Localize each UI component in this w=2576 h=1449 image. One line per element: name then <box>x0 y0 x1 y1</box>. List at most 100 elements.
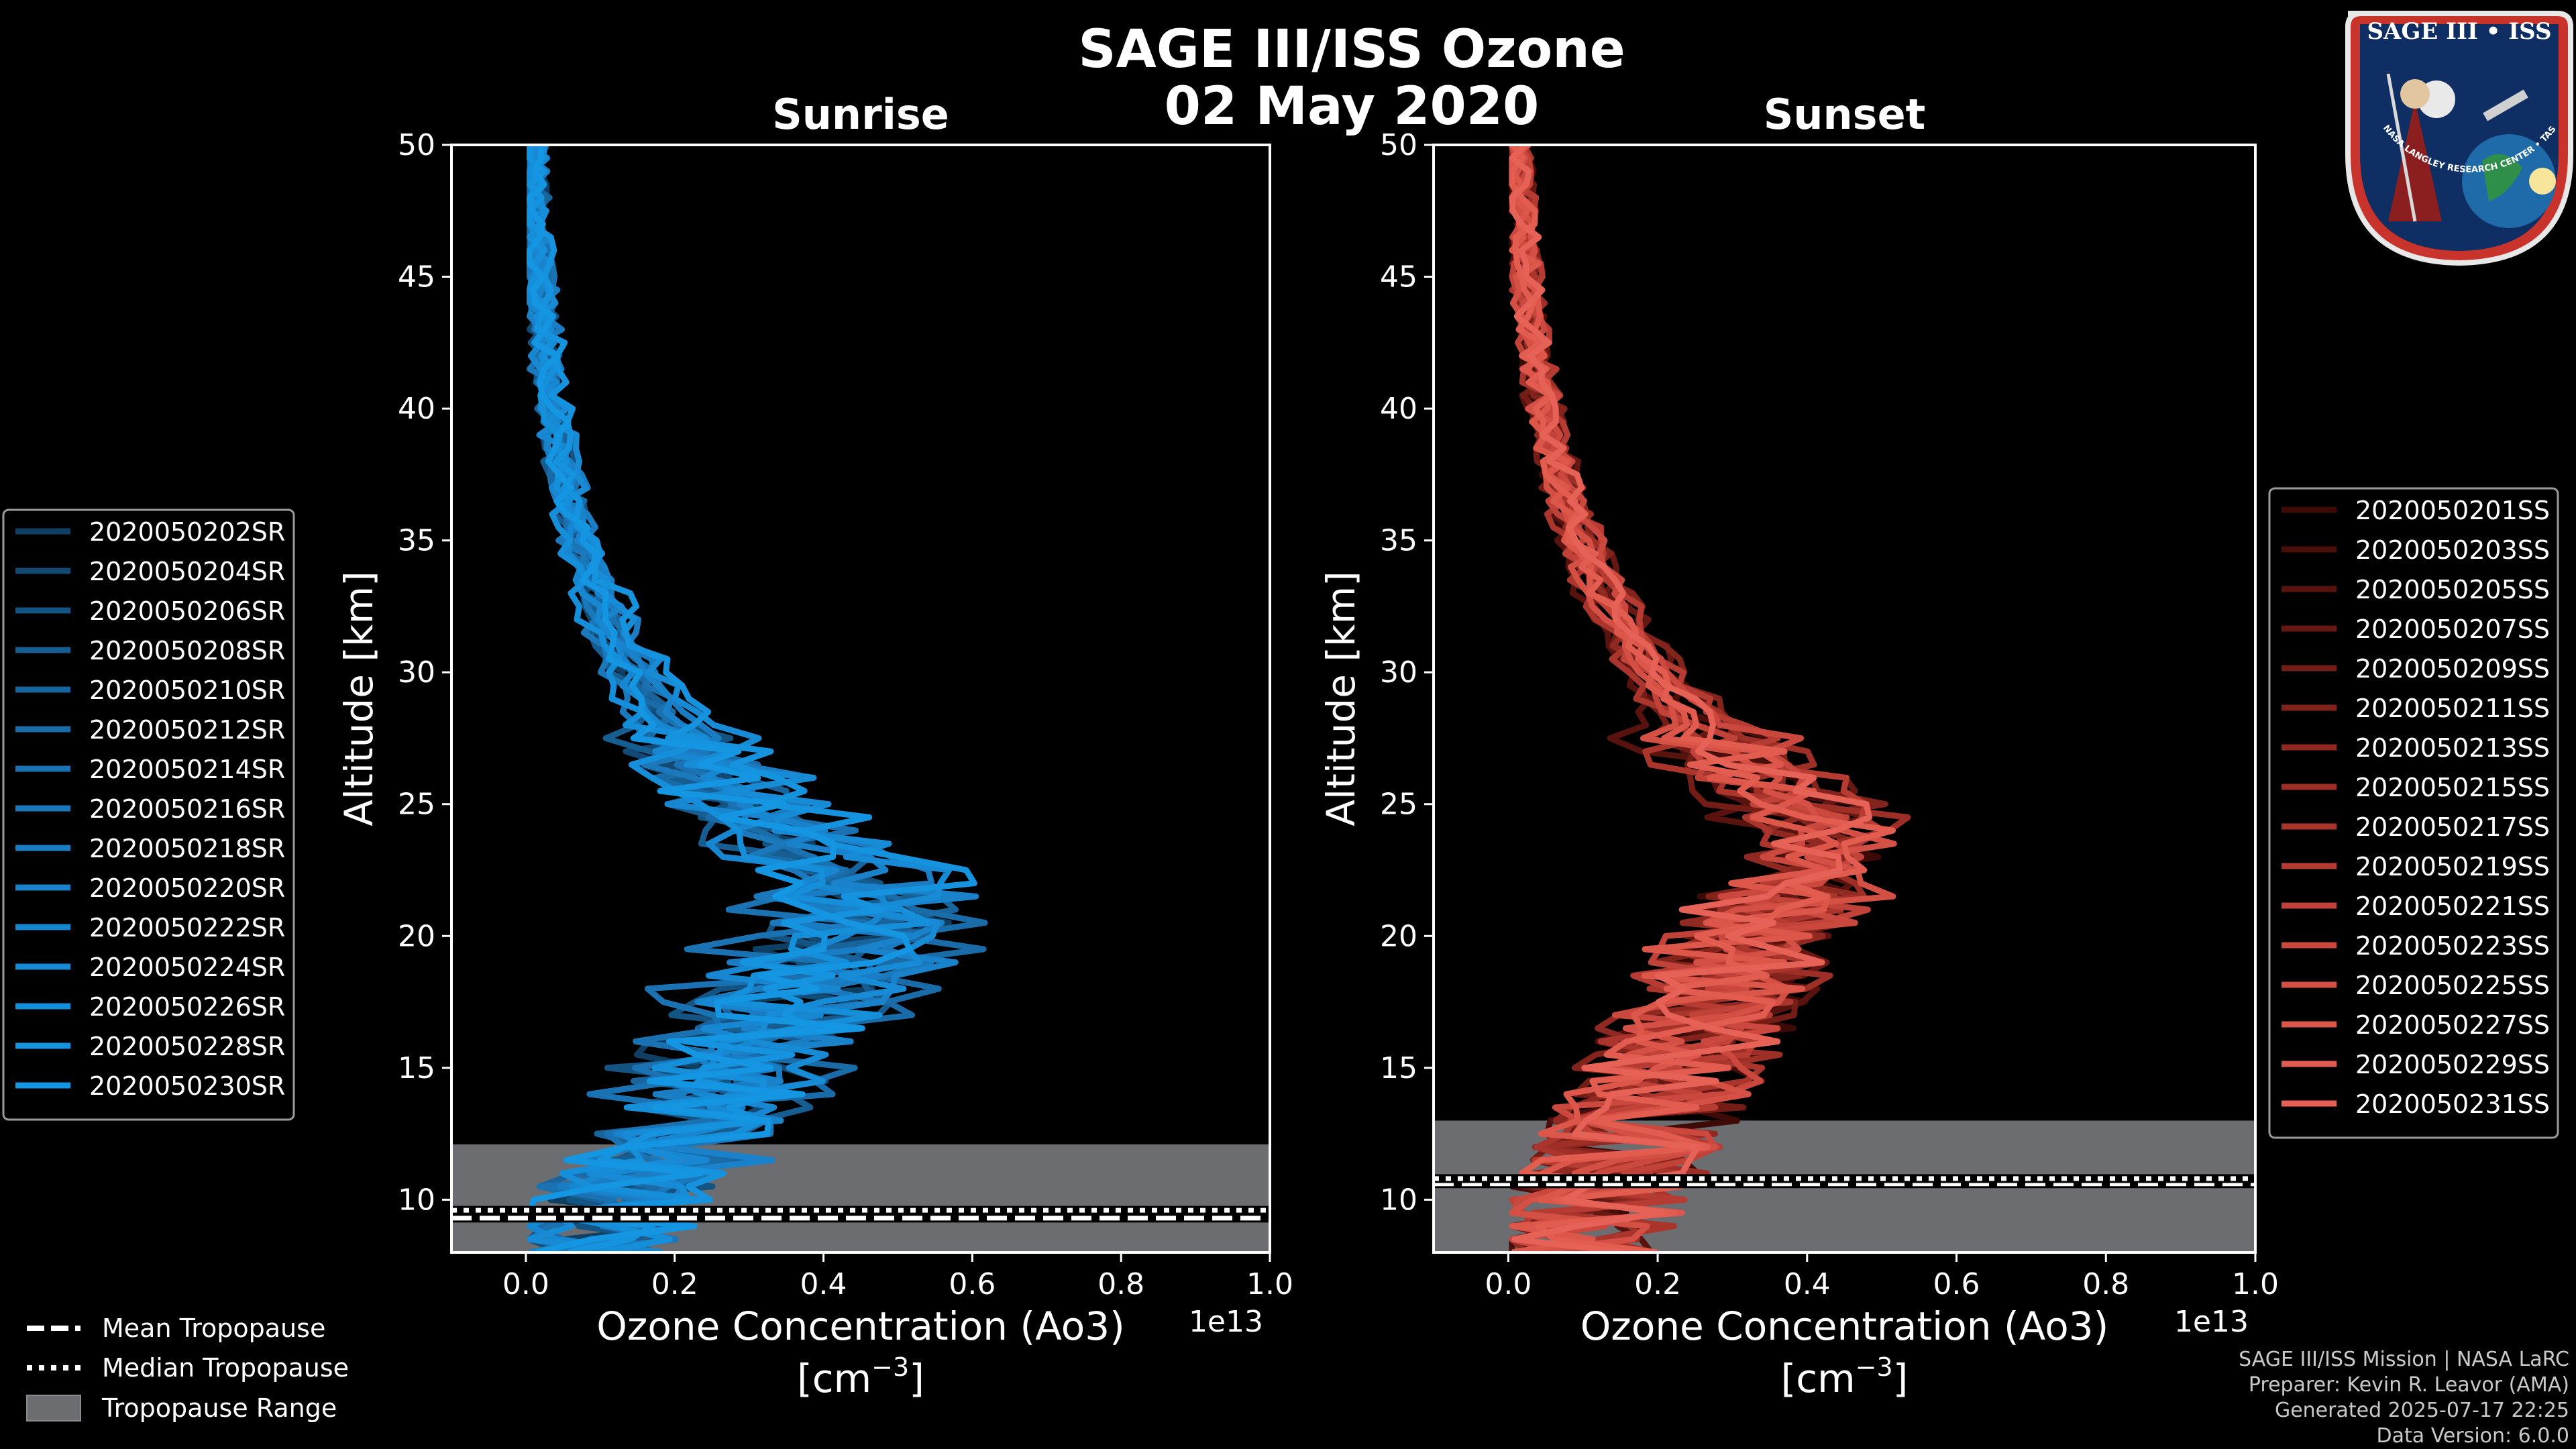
legend-label: 2020050230SR <box>89 1071 285 1101</box>
footer-credits: SAGE III/ISS Mission | NASA LaRC Prepare… <box>2239 1348 2569 1448</box>
x-axis-label: Ozone Concentration (Ao3) <box>1580 1303 2109 1349</box>
legend-label: 2020050210SR <box>89 676 285 705</box>
series-lines <box>527 145 988 1252</box>
series-line-2020050222SR <box>527 145 892 1252</box>
figure-robe-icon <box>2388 101 2442 221</box>
chart-panels: 0.0 0.2 0.4 0.6 0.8 1.0 10 15 20 25 30 35 40 45 50 Sunr… <box>2 90 2559 1401</box>
patch-title: SAGE III • ISS <box>2367 18 2551 45</box>
x-axis-label: Ozone Concentration (Ao3) <box>596 1303 1125 1349</box>
y-tick-label: 15 <box>1380 1051 1417 1085</box>
y-tick-label: 35 <box>398 524 435 558</box>
panel-sunrise: 0.0 0.2 0.4 0.6 0.8 1.0 10 15 20 25 30 35 40 45 50 Sunr… <box>2 90 1293 1401</box>
legend-label: 2020050208SR <box>89 636 285 665</box>
y-tick-label: 35 <box>1380 524 1417 558</box>
y-tick-label: 40 <box>1380 392 1417 426</box>
plot-frame <box>1432 144 2257 1254</box>
continent-icon <box>2482 154 2522 201</box>
staff-icon <box>2386 73 2417 222</box>
x-tick-label: 0.4 <box>800 1267 847 1301</box>
legend-label: 2020050226SR <box>89 992 285 1022</box>
legend-label: 2020050213SS <box>2355 733 2550 763</box>
y-axis-label: Altitude [km] <box>336 571 382 826</box>
x-tick-label: 1.0 <box>1246 1267 1293 1301</box>
footer-line2: Preparer: Kevin R. Leavor (AMA) <box>2249 1373 2569 1397</box>
legend-label: 2020050225SS <box>2355 971 2550 1000</box>
series-legend: 2020050201SS 2020050203SS 2020050205SS 2020… <box>2268 487 2559 1139</box>
y-tick-label: 40 <box>398 392 435 426</box>
legend-frame <box>2 508 295 1121</box>
legend-frame <box>2268 487 2559 1139</box>
footer-line4: Data Version: 6.0.0 <box>2377 1424 2569 1448</box>
panel-title: Sunrise <box>772 90 949 139</box>
tropopause-range-label: Tropopause Range <box>101 1393 337 1423</box>
legend-label: 2020050215SS <box>2355 773 2550 802</box>
x-tick-label: 0.8 <box>2082 1267 2129 1301</box>
x-offset-text: 1e13 <box>1189 1305 1263 1339</box>
y-tick-label: 45 <box>398 260 435 294</box>
legend-label: 2020050231SS <box>2355 1089 2550 1119</box>
legend-label: 2020050216SR <box>89 794 285 824</box>
x-tick-label: 1.0 <box>2232 1267 2279 1301</box>
tropopause-legend: Mean Tropopause Median Tropopause Tropop… <box>26 1313 349 1423</box>
legend-label: 2020050223SS <box>2355 931 2550 961</box>
x-tick-label: 0.4 <box>1784 1267 1831 1301</box>
space-station-icon <box>2483 89 2528 121</box>
figure-title-line2: 02 May 2020 <box>1165 76 1540 137</box>
legend-label: 2020050203SS <box>2355 535 2550 565</box>
y-tick-label: 25 <box>398 788 435 822</box>
y-tick-label: 45 <box>1380 260 1417 294</box>
x-offset-text: 1e13 <box>2174 1305 2249 1339</box>
legend-label: 2020050224SR <box>89 953 285 982</box>
legend-label: 2020050202SR <box>89 517 285 547</box>
mean-tropopause-label: Mean Tropopause <box>102 1313 325 1343</box>
legend-label: 2020050218SR <box>89 834 285 863</box>
x-tick-label: 0.0 <box>502 1267 549 1301</box>
series-line-2020050230SR <box>527 145 913 1252</box>
footer-line1: SAGE III/ISS Mission | NASA LaRC <box>2239 1348 2569 1371</box>
tropopause-range-swatch <box>26 1395 81 1421</box>
y-tick-label: 50 <box>1380 128 1417 162</box>
series-lines <box>1509 145 1911 1252</box>
legend-label: 2020050205SS <box>2355 575 2550 604</box>
y-tick-label: 10 <box>1380 1183 1417 1217</box>
footer-line3: Generated 2025-07-17 22:25 <box>2275 1399 2569 1422</box>
sun-icon <box>2529 168 2556 195</box>
y-tick-label: 50 <box>398 128 435 162</box>
series-legend: 2020050202SR 2020050204SR 2020050206SR 2020… <box>2 508 295 1121</box>
y-tick-label: 30 <box>398 655 435 690</box>
figure-title-line1: SAGE III/ISS Ozone <box>1078 19 1625 80</box>
y-tick-label: 20 <box>1380 919 1417 953</box>
x-axis-unit: [cm−3] <box>797 1352 924 1401</box>
legend-label: 2020050219SS <box>2355 852 2550 881</box>
panel-sunset: 0.0 0.2 0.4 0.6 0.8 1.0 10 15 20 25 30 35 40 45 50 Suns… <box>1318 90 2559 1401</box>
legend-label: 2020050207SS <box>2355 614 2550 644</box>
plot-frame <box>450 144 1271 1254</box>
legend-label: 2020050204SR <box>89 557 285 586</box>
legend-label: 2020050220SR <box>89 873 285 903</box>
legend-label: 2020050227SS <box>2355 1010 2550 1040</box>
legend-label: 2020050221SS <box>2355 892 2550 921</box>
y-axis-label: Altitude [km] <box>1318 571 1364 826</box>
legend-label: 2020050212SR <box>89 715 285 745</box>
x-tick-label: 0.8 <box>1097 1267 1144 1301</box>
legend-label: 2020050206SR <box>89 596 285 626</box>
y-tick-label: 25 <box>1380 788 1417 822</box>
figure-head-icon <box>2400 79 2430 109</box>
legend-label: 2020050201SS <box>2355 496 2550 525</box>
y-tick-label: 10 <box>398 1183 435 1217</box>
legend-label: 2020050228SR <box>89 1032 285 1061</box>
x-axis-unit: [cm−3] <box>1781 1352 1909 1401</box>
legend-label: 2020050229SS <box>2355 1050 2550 1079</box>
x-tick-label: 0.6 <box>949 1267 996 1301</box>
legend-label: 2020050209SS <box>2355 654 2550 684</box>
x-tick-label: 0.2 <box>651 1267 698 1301</box>
legend-label: 2020050214SR <box>89 755 285 784</box>
x-tick-label: 0.0 <box>1485 1267 1532 1301</box>
legend-label: 2020050217SS <box>2355 812 2550 842</box>
y-tick-label: 30 <box>1380 655 1417 690</box>
x-tick-label: 0.2 <box>1634 1267 1681 1301</box>
legend-label: 2020050222SR <box>89 913 285 943</box>
y-tick-label: 15 <box>398 1051 435 1085</box>
median-tropopause-label: Median Tropopause <box>102 1353 349 1383</box>
